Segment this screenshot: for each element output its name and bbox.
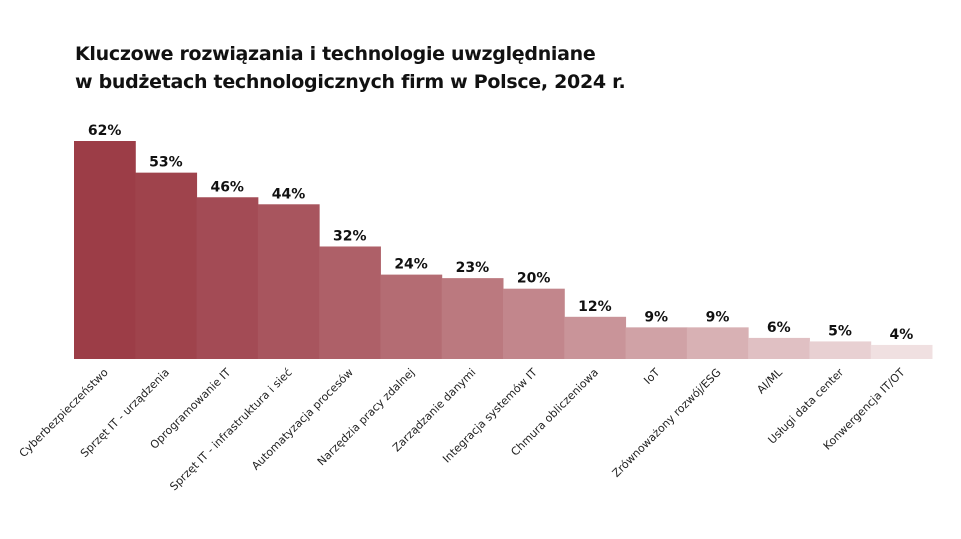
data-label: 12% [578, 299, 612, 315]
title-line-2: w budżetach technologicznych firm w Pols… [75, 71, 626, 93]
category-label: AI/ML [754, 365, 785, 396]
data-label: 23% [456, 260, 490, 276]
category-label: Zrównoważony rozwój/ESG [610, 366, 724, 480]
bar [503, 288, 565, 359]
bar [564, 316, 627, 359]
bar [748, 337, 810, 359]
data-label: 24% [394, 257, 428, 273]
category-label: Sprzęt IT - infrastruktura i sieć [167, 366, 294, 493]
data-label: 6% [767, 320, 791, 336]
bar [135, 172, 198, 359]
data-label: 44% [272, 186, 306, 202]
bar [319, 246, 381, 359]
data-label: 20% [517, 271, 551, 287]
category-label: Automatyzacja procesów [249, 366, 356, 473]
data-label: 53% [149, 155, 183, 171]
bar [257, 204, 320, 359]
bar [74, 141, 136, 359]
data-label: 4% [889, 327, 913, 343]
data-label: 5% [828, 323, 852, 339]
bar [625, 327, 688, 359]
bar [686, 327, 749, 359]
bar [441, 278, 504, 359]
bar [870, 344, 933, 359]
bar [380, 274, 443, 359]
data-label: 9% [644, 309, 668, 325]
data-label: 9% [706, 309, 730, 325]
category-label: IoT [641, 366, 662, 387]
title-line-1: Kluczowe rozwiązania i technologie uwzgl… [75, 43, 596, 65]
data-label: 32% [333, 228, 367, 244]
data-label: 62% [88, 123, 122, 139]
chart-title: Kluczowe rozwiązania i technologie uwzgl… [75, 40, 626, 96]
data-label: 46% [210, 179, 244, 195]
bar [196, 197, 259, 359]
bar [809, 341, 872, 359]
